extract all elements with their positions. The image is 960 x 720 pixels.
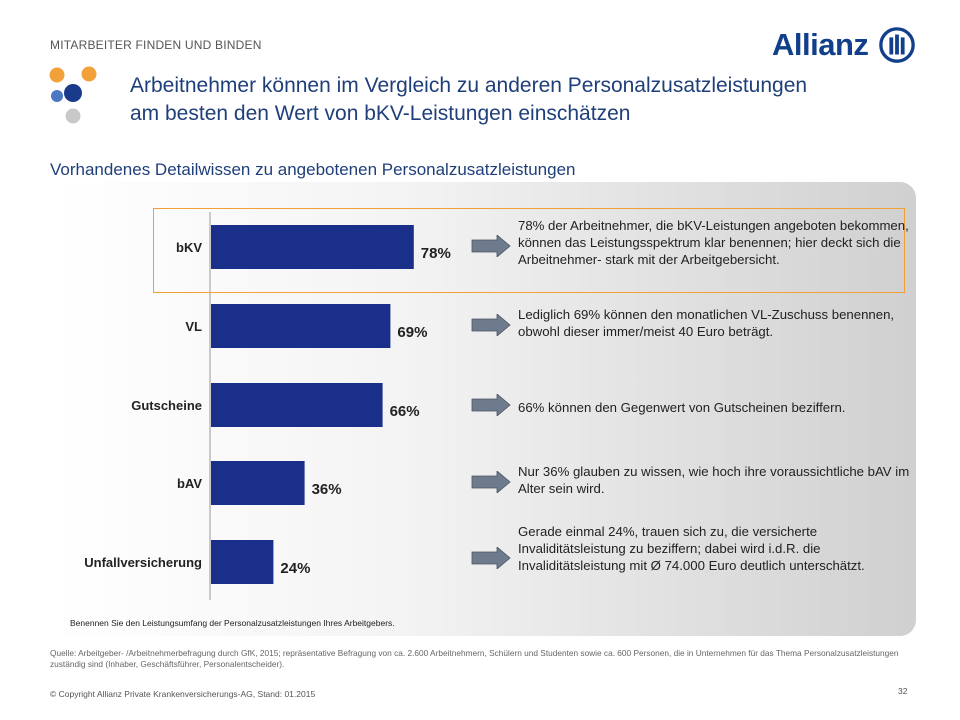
bar-bav [211, 461, 305, 505]
allianz-logo: Allianz [772, 26, 916, 64]
page-number: 32 [898, 686, 908, 696]
category-label: bAV [177, 476, 202, 491]
value-label: 24% [280, 560, 310, 577]
survey-question: Benennen Sie den Leistungsumfang der Per… [70, 618, 395, 628]
people-network-icon [49, 66, 97, 124]
bkv-highlight-frame [153, 208, 905, 293]
arrow-icon [471, 394, 511, 416]
title-line-1: Arbeitnehmer können im Vergleich zu ande… [130, 74, 808, 97]
comment-text: Gerade einmal 24%, trauen sich zu, die v… [518, 524, 865, 573]
value-label: 78% [421, 245, 451, 262]
comment-text: 78% der Arbeitnehmer, die bKV-Leistungen… [518, 218, 909, 267]
category-label: Gutscheine [131, 398, 202, 413]
comment-text: Nur 36% glauben zu wissen, wie hoch ihre… [518, 464, 910, 496]
arrow-icon [471, 314, 511, 336]
title-line-2: am besten den Wert von bKV-Leistungen ei… [130, 102, 631, 125]
bar-unfallversicherung [211, 540, 274, 584]
arrow-icon [471, 547, 511, 569]
category-label: Unfallversicherung [84, 555, 202, 570]
allianz-eagle-icon [879, 27, 916, 63]
arrow-icon [471, 471, 511, 493]
comment-text: 66% können den Gegenwert von Gutscheinen… [518, 400, 846, 415]
bar-bkv [211, 225, 414, 269]
arrow-icon [471, 235, 511, 257]
chart-subtitle: Vorhandenes Detailwissen zu angebotenen … [50, 160, 576, 179]
copyright: © Copyright Allianz Private Krankenversi… [50, 689, 316, 699]
source-note: Quelle: Arbeitgeber- /Arbeitnehmerbefrag… [50, 648, 899, 669]
value-label: 36% [312, 481, 342, 498]
page-title: Arbeitnehmer können im Vergleich zu ande… [130, 72, 930, 128]
section-label: MITARBEITER FINDEN UND BINDEN [50, 38, 262, 52]
bar-vl [211, 304, 391, 348]
brand-wordmark: Allianz [772, 27, 869, 62]
category-label: bKV [176, 240, 202, 255]
value-label: 66% [390, 403, 420, 420]
comment-text: Lediglich 69% können den monatlichen VL-… [518, 307, 895, 339]
bar-gutscheine [211, 383, 383, 427]
category-label: VL [185, 319, 202, 334]
value-label: 69% [397, 324, 427, 341]
